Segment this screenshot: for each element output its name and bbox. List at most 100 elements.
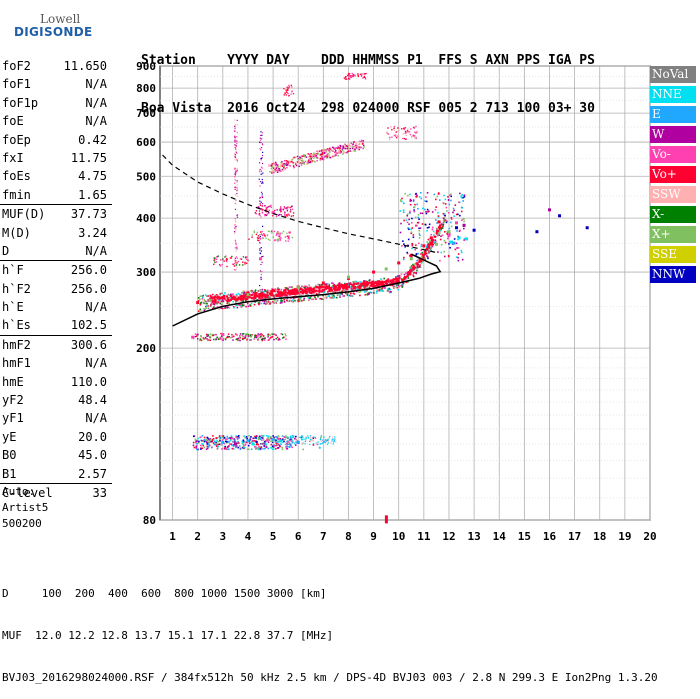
echo-dot [436, 229, 440, 233]
echo-dot [275, 215, 278, 218]
echo-dot [363, 76, 366, 79]
echo-dot [431, 239, 434, 242]
echo-dot [243, 444, 246, 447]
echo-dot [320, 297, 322, 300]
echo-dot [296, 290, 299, 293]
series-point-NNW [455, 226, 459, 230]
echo-dot [311, 161, 313, 164]
echo-dot [261, 203, 264, 205]
echo-dot [274, 302, 277, 305]
echo-dot [426, 246, 429, 249]
echo-dot [314, 154, 316, 156]
echo-dot [359, 294, 361, 297]
echo-dot [277, 168, 280, 171]
echo-dot [425, 250, 428, 252]
legend-item: NoVal [650, 66, 696, 83]
echo-dot [235, 199, 237, 201]
echo-dot [422, 254, 425, 257]
echo-dot [273, 444, 275, 447]
echo-dot [261, 167, 263, 169]
echo-dot [235, 203, 237, 205]
echo-dot [253, 303, 256, 306]
echo-dot [234, 179, 237, 181]
echo-dot [234, 171, 236, 173]
echo-dot [261, 211, 264, 213]
echo-dot [444, 198, 447, 201]
echo-dot [437, 234, 439, 237]
echo-dot [460, 249, 463, 252]
echo-dot [279, 238, 281, 241]
echo-dot [235, 226, 237, 228]
echo-dot [259, 249, 261, 251]
echo-dot [332, 441, 335, 443]
echo-dot [357, 73, 359, 75]
echo-dot [276, 166, 279, 168]
echo-dot [354, 150, 357, 152]
echo-dot [250, 336, 252, 338]
echo-dot [301, 160, 304, 163]
echo-dot [299, 288, 302, 291]
echo-dot [275, 234, 278, 236]
echo-dot [202, 300, 204, 303]
echo-dot [255, 443, 258, 446]
echo-dot [234, 159, 236, 161]
echo-dot [284, 443, 287, 446]
echo-dot [197, 437, 199, 440]
echo-dot [234, 257, 237, 259]
echo-dot [236, 195, 238, 197]
echo-dot [272, 300, 274, 303]
echo-dot [400, 272, 403, 275]
echo-dot [286, 214, 288, 216]
echo-dot [260, 159, 262, 161]
echo-dot [330, 289, 334, 292]
echo-dot [404, 276, 407, 279]
echo-dot [312, 289, 315, 292]
echo-dot [349, 76, 352, 79]
echo-dot [407, 281, 409, 283]
echo-dot [380, 283, 383, 286]
echo-dot [307, 153, 310, 155]
echo-dot [348, 148, 350, 151]
echo-dot [280, 208, 282, 210]
echo-dot [234, 147, 236, 149]
echo-dot [330, 156, 332, 158]
echo-dot [288, 300, 291, 303]
echo-dot [423, 257, 426, 260]
echo-dot [216, 302, 218, 305]
echo-dot [235, 186, 237, 188]
param-row: h`Es 102.5 [0, 316, 112, 334]
echo-dot [271, 446, 274, 449]
echo-dot [283, 440, 285, 443]
echo-dot [341, 149, 344, 152]
echo-dot [254, 292, 257, 295]
echo-dot [275, 436, 277, 438]
echo-dot [437, 193, 440, 195]
echo-dot [291, 86, 293, 88]
echo-dot [303, 163, 305, 165]
echo-dot [200, 444, 202, 447]
echo-dot [276, 233, 278, 235]
echo-dot [445, 206, 448, 209]
echo-dot [443, 255, 446, 258]
echo-dot [427, 238, 430, 241]
echo-dot [428, 226, 430, 229]
echo-dot [397, 130, 399, 132]
echo-dot [225, 440, 227, 443]
echo-dot [463, 194, 466, 197]
echo-dot [324, 156, 327, 158]
echo-dot [391, 284, 394, 287]
echo-dot [286, 447, 289, 450]
echo-dot [330, 286, 333, 289]
echo-dot [202, 444, 205, 447]
echo-dot [251, 334, 253, 336]
echo-dot [351, 72, 353, 75]
echo-dot [199, 338, 202, 340]
echo-dot [201, 296, 204, 299]
echo-dot [240, 298, 243, 301]
echo-dot [291, 436, 294, 439]
echo-dot [393, 286, 396, 289]
echo-dot [260, 436, 263, 439]
logo-line1: Lowell [40, 12, 81, 26]
echo-dot [220, 303, 223, 306]
series-point-NNE [465, 237, 469, 241]
